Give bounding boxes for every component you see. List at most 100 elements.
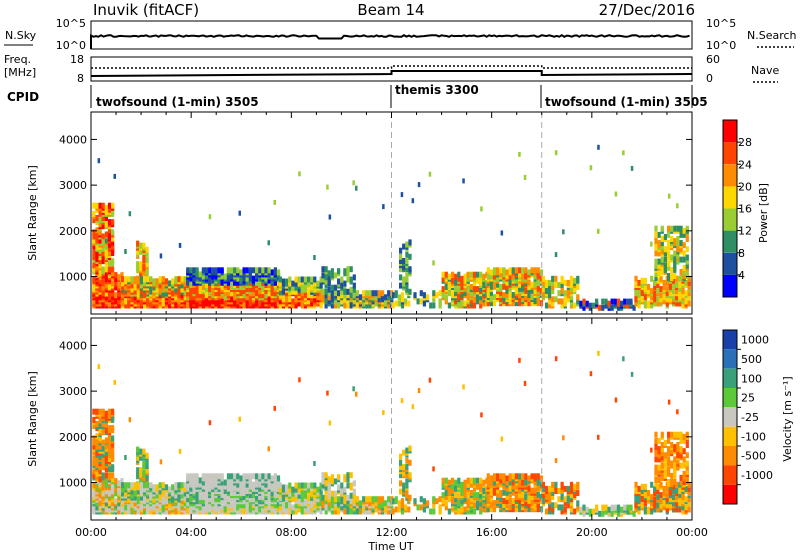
data-cell xyxy=(239,475,243,482)
x-tick-label: 00:00 xyxy=(75,526,107,539)
data-cell xyxy=(158,282,162,289)
data-cell xyxy=(679,256,683,263)
data-cell xyxy=(499,267,503,274)
data-cell xyxy=(180,498,184,505)
data-cell xyxy=(95,215,99,221)
data-cell xyxy=(98,202,102,209)
data-cell xyxy=(174,286,178,293)
data-cell xyxy=(130,482,134,489)
colorbar-tick-label: 12 xyxy=(738,225,752,238)
data-cell xyxy=(687,490,691,496)
data-cell xyxy=(278,298,282,305)
colorbar-tick-label: 24 xyxy=(738,158,752,171)
data-cell xyxy=(186,267,190,274)
data-cell xyxy=(349,498,353,505)
data-cell xyxy=(665,290,669,297)
data-cell xyxy=(530,267,534,274)
data-cell xyxy=(294,288,298,295)
data-cell xyxy=(408,472,412,479)
data-cell xyxy=(673,470,677,477)
data-cell xyxy=(261,492,265,499)
data-cell xyxy=(548,288,552,295)
data-cell xyxy=(145,463,149,469)
data-cell xyxy=(230,296,234,303)
data-cell xyxy=(399,453,403,460)
data-cell xyxy=(566,485,570,492)
data-cell xyxy=(463,492,467,499)
data-cell xyxy=(139,261,143,268)
data-cell xyxy=(281,286,286,293)
data-cell xyxy=(258,267,262,274)
data-cell xyxy=(428,171,432,177)
data-cell xyxy=(267,502,271,509)
data-cell xyxy=(563,496,567,503)
data-cell xyxy=(95,298,99,305)
data-cell xyxy=(95,443,99,450)
data-cell xyxy=(678,300,682,307)
data-cell xyxy=(659,498,663,505)
data-cell xyxy=(682,227,686,234)
data-cell xyxy=(496,473,500,480)
data-cell xyxy=(656,506,660,513)
data-cell xyxy=(673,250,677,257)
cpid-segment-3: twofsound (1-min) 3505 xyxy=(545,95,708,109)
data-cell xyxy=(316,496,320,503)
data-cell xyxy=(536,491,540,498)
data-cell xyxy=(402,464,406,470)
data-cell xyxy=(670,254,674,261)
colorbar-swatch xyxy=(723,407,737,427)
data-cell xyxy=(654,225,658,232)
data-cell xyxy=(399,253,403,260)
data-cell xyxy=(527,300,531,307)
data-cell xyxy=(158,296,162,303)
data-cell xyxy=(672,488,676,494)
data-cell xyxy=(159,253,163,259)
data-cell xyxy=(659,275,663,282)
data-cell xyxy=(223,273,227,280)
data-cell xyxy=(536,277,540,284)
data-cell xyxy=(548,504,552,511)
data-cell xyxy=(107,300,112,307)
data-cell xyxy=(111,472,115,479)
data-cell xyxy=(101,472,105,479)
data-cell xyxy=(416,298,420,305)
data-cell xyxy=(104,410,108,417)
data-cell xyxy=(479,481,483,488)
data-cell xyxy=(667,456,671,463)
data-cell xyxy=(230,496,234,503)
data-cell xyxy=(337,500,341,507)
data-cell xyxy=(349,266,353,273)
data-cell xyxy=(679,435,683,442)
data-cell xyxy=(321,478,325,485)
data-cell xyxy=(310,284,314,291)
data-cell xyxy=(273,296,277,303)
data-cell xyxy=(111,258,115,265)
data-cell xyxy=(104,231,108,238)
data-cell xyxy=(544,302,549,309)
data-cell xyxy=(569,481,574,488)
data-cell xyxy=(95,449,99,456)
data-cell xyxy=(536,285,540,292)
data-cell xyxy=(518,292,522,298)
data-cell xyxy=(328,214,332,220)
data-cell xyxy=(276,294,281,301)
data-cell xyxy=(142,461,146,467)
data-cell xyxy=(444,504,448,511)
data-cell xyxy=(521,489,525,496)
data-cell xyxy=(285,290,289,297)
data-cell xyxy=(554,282,558,288)
data-cell xyxy=(391,292,395,299)
data-cell xyxy=(659,292,663,299)
data-cell xyxy=(643,483,647,490)
data-cell xyxy=(457,286,461,293)
time-axis-ticks: 00:00 04:00 08:00 12:00 16:00 20:00 00:00 xyxy=(75,526,708,539)
data-cell xyxy=(195,267,199,274)
data-cell xyxy=(675,485,679,492)
data-cell xyxy=(377,496,381,503)
data-cell xyxy=(121,486,125,493)
data-cell xyxy=(239,502,243,509)
data-cell xyxy=(670,442,674,448)
data-cell xyxy=(92,284,96,291)
data-cell xyxy=(654,477,658,483)
data-cell xyxy=(667,244,671,251)
